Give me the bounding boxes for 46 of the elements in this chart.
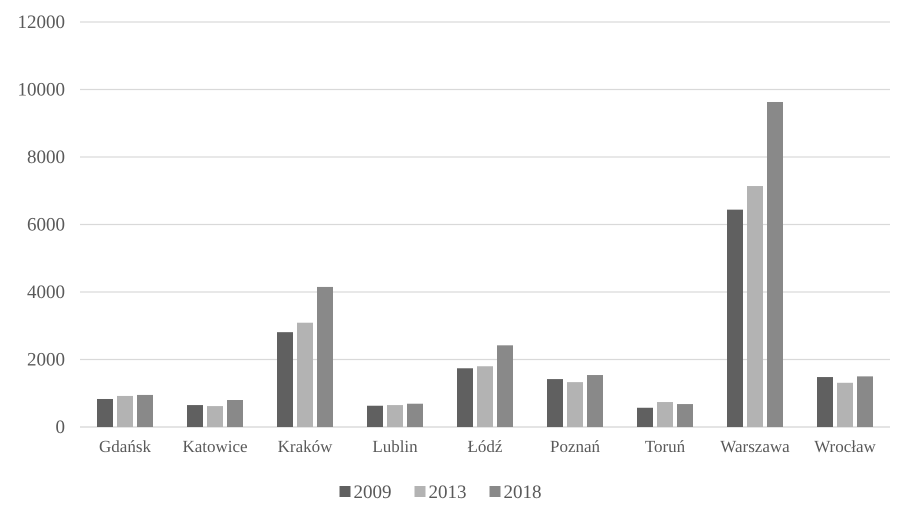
bar [207,406,223,427]
bar [297,322,313,427]
bar [137,394,153,427]
bar [547,379,563,427]
bar [227,400,243,427]
y-tick-label: 8000 [27,147,65,168]
bar [567,382,583,427]
x-tick-label: Gdańsk [99,437,152,456]
bar [387,405,403,427]
x-tick-label: Wrocław [814,437,877,456]
y-tick-label: 0 [56,417,65,438]
bar [187,405,203,427]
y-tick-label: 12000 [18,12,65,34]
x-tick-label: Warszawa [720,437,790,456]
legend-label: 2009 [354,482,392,503]
bar [457,368,473,427]
bar [637,408,653,427]
y-tick-label: 2000 [27,350,65,371]
bar [367,406,383,427]
legend-label: 2018 [504,482,542,503]
bar [747,186,763,427]
x-tick-label: Kraków [278,437,334,456]
bar [767,102,783,427]
bar [407,404,423,427]
bar [727,210,743,427]
x-tick-label: Katowice [182,437,248,456]
x-tick-label: Lublin [372,437,418,456]
bar [477,366,493,427]
bar [497,345,513,427]
x-tick-label: Toruń [644,437,686,456]
legend-label: 2013 [428,482,466,503]
bar [97,398,113,427]
bar [657,402,673,427]
y-tick-label: 6000 [27,214,65,236]
bar [837,382,853,427]
bar [117,396,133,427]
y-tick-label: 4000 [27,282,65,304]
bar [677,404,693,427]
bar [317,286,333,427]
x-tick-label: Łódź [468,437,503,456]
bar [277,332,293,427]
bar [587,375,603,427]
bar [817,377,833,427]
y-tick-label: 10000 [18,80,65,101]
bar [857,376,873,427]
x-tick-label: Poznań [550,437,601,456]
